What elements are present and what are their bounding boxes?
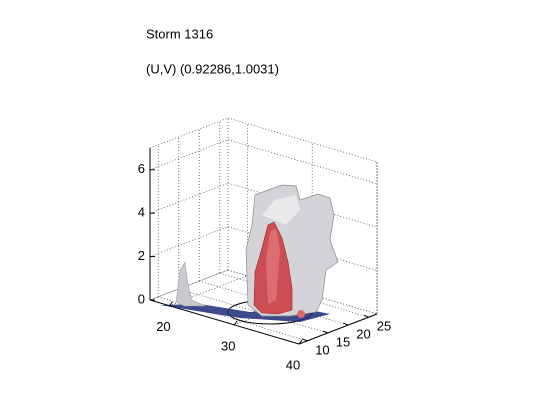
- tick-mark: [343, 322, 349, 326]
- grid-line: [219, 272, 369, 318]
- box-edge: [227, 117, 378, 163]
- tick-mark: [169, 301, 173, 307]
- grid-line: [149, 226, 229, 257]
- small-cell: [175, 261, 207, 307]
- x-axis: [149, 299, 300, 345]
- y-tick-label: 10: [315, 342, 329, 357]
- grid-line: [169, 275, 248, 307]
- small-red-cell: [297, 310, 305, 318]
- grid-line: [178, 288, 328, 334]
- grid-line: [227, 182, 378, 228]
- grid-line: [227, 139, 378, 185]
- grid: [149, 117, 378, 345]
- y-tick-label: 20: [356, 326, 370, 341]
- tick-mark: [363, 314, 369, 318]
- grid-line: [199, 280, 349, 326]
- box-edge: [149, 117, 229, 149]
- y-tick-label: 15: [336, 334, 350, 349]
- grid-line: [149, 182, 229, 214]
- y-tick-label: 25: [377, 319, 391, 334]
- z-tick-label: 0: [138, 291, 145, 306]
- box-edge: [149, 269, 229, 301]
- grid-line: [149, 269, 229, 301]
- tick-mark: [298, 339, 303, 345]
- z-tick-label: 6: [138, 161, 145, 176]
- chart-title: Storm 1316: [146, 26, 213, 41]
- x-tick-label: 20: [156, 319, 170, 334]
- isosurfaces: [160, 184, 339, 325]
- y-axis: [298, 313, 378, 345]
- tick-mark: [233, 320, 238, 326]
- z-tick-label: 4: [138, 205, 145, 220]
- ground-patch: [160, 304, 330, 322]
- grid-line: [227, 269, 378, 315]
- gray-highlight: [262, 195, 300, 225]
- grid-line: [158, 296, 308, 342]
- chart-subtitle: (U,V) (0.92286,1.0031): [146, 61, 279, 76]
- grid-line: [227, 226, 378, 271]
- red-highlight: [266, 228, 280, 304]
- tick-mark: [302, 338, 308, 342]
- z-tick-label: 2: [138, 248, 145, 263]
- tick-mark: [322, 330, 328, 334]
- grid-line: [149, 139, 229, 171]
- x-tick-label: 40: [286, 357, 300, 372]
- axes: 0 2 4 6 20 30 40 10 15 20 25: [138, 148, 391, 372]
- x-tick-label: 30: [221, 338, 235, 353]
